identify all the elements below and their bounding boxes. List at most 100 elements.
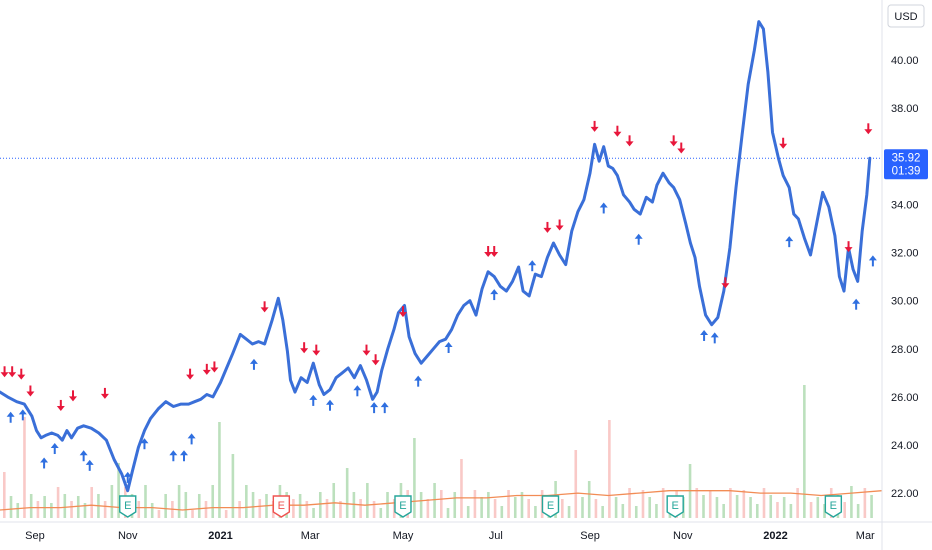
volume-bar: [218, 422, 221, 518]
y-tick-label: 30.00: [891, 296, 919, 308]
volume-bar: [708, 490, 712, 518]
sell-arrow-head: [371, 360, 380, 366]
volume-bar: [16, 503, 20, 518]
volume-bar: [312, 508, 315, 518]
buy-marker: [852, 298, 861, 310]
volume-bar: [500, 506, 504, 518]
sell-arrow-head: [543, 227, 552, 233]
sell-marker: [398, 306, 407, 318]
sell-arrow-head: [186, 374, 195, 380]
sell-arrow-head: [26, 391, 35, 397]
x-tick-label: Sep: [25, 530, 45, 542]
volume-bar: [211, 485, 215, 518]
volume-bar: [231, 454, 235, 518]
volume-bar: [392, 499, 396, 518]
buy-arrow-head: [325, 399, 334, 405]
volume-bar: [150, 503, 154, 518]
y-axis[interactable]: 22.0024.0026.0028.0030.0032.0034.0036.00…: [891, 55, 919, 500]
last-price-tag: 35.92 01:39: [884, 149, 928, 180]
currency-badge[interactable]: USD: [887, 4, 925, 28]
volume-bar: [110, 485, 114, 518]
y-tick-label: 26.00: [891, 392, 919, 404]
volume-bar: [487, 492, 490, 518]
sell-marker: [490, 245, 499, 257]
buy-arrow-head: [634, 233, 643, 239]
volume-bar: [204, 501, 208, 518]
volume-bar: [76, 496, 80, 518]
sell-marker: [864, 123, 873, 135]
volume-bar: [345, 468, 349, 518]
earnings-marker[interactable]: E: [119, 495, 137, 518]
earnings-badge: [824, 495, 843, 518]
x-tick-label: Mar: [856, 530, 875, 542]
buy-arrow-head: [444, 341, 453, 347]
volume-bar: [843, 502, 846, 518]
x-axis[interactable]: Sep Nov 2021 Mar May Jul Sep Nov 2022 Mar: [25, 530, 875, 542]
volume-bar: [574, 450, 578, 518]
buy-arrow-head: [370, 402, 379, 408]
buy-arrow-head: [18, 409, 27, 415]
volume-bar: [715, 497, 719, 518]
earnings-badge: [272, 495, 291, 518]
volume-bar: [863, 488, 867, 518]
volume-bar: [184, 492, 188, 518]
volume-bar: [722, 504, 725, 518]
buy-arrow-head: [123, 471, 132, 477]
sell-marker: [543, 221, 552, 233]
volume-bar: [634, 506, 638, 518]
volume-bar: [648, 497, 652, 518]
sell-arrow-head: [17, 374, 26, 380]
volume-bar: [581, 497, 584, 518]
buy-arrow-head: [528, 260, 537, 266]
y-tick-label: 40.00: [891, 55, 919, 67]
sell-arrow-head: [100, 393, 109, 399]
volume-bar: [224, 510, 228, 518]
volume-bar: [379, 508, 383, 518]
earnings-marker[interactable]: E: [666, 495, 684, 518]
volume-bar: [661, 488, 665, 518]
sell-marker: [260, 301, 269, 313]
volume-bar: [157, 510, 161, 518]
volume-bar: [561, 499, 564, 518]
buy-marker: [18, 409, 27, 421]
volume-bar: [23, 417, 26, 518]
volume-bar: [298, 494, 302, 518]
volume-bar: [305, 501, 309, 518]
volume-bar: [789, 504, 793, 518]
earnings-marker[interactable]: E: [272, 495, 291, 518]
buy-marker: [6, 411, 15, 423]
sell-marker: [300, 342, 309, 354]
volume-bar: [762, 488, 766, 518]
volume-bar: [480, 497, 483, 518]
volume-bar: [386, 492, 389, 518]
earnings-marker[interactable]: E: [394, 495, 412, 518]
buy-marker: [528, 260, 537, 272]
volume-bar: [527, 499, 530, 518]
x-tick-label: Sep: [580, 530, 600, 542]
volume-bar: [90, 487, 93, 518]
buy-arrow-head: [414, 375, 423, 381]
buy-arrow-head: [140, 438, 149, 444]
volume-bar: [507, 490, 510, 518]
sell-marker: [26, 385, 35, 397]
volume-bar: [372, 501, 376, 518]
earnings-marker[interactable]: E: [824, 495, 843, 518]
buy-marker: [40, 457, 49, 469]
volume-bar: [850, 486, 853, 518]
sell-marker: [8, 366, 17, 378]
buy-marker: [370, 402, 379, 414]
volume-bar: [177, 485, 181, 518]
y-tick-label: 32.00: [891, 248, 919, 260]
volume-bar: [137, 501, 141, 518]
sell-arrow-head: [625, 141, 634, 147]
sell-marker: [779, 137, 788, 149]
last-price-countdown: 01:39: [892, 165, 921, 177]
sell-marker: [590, 120, 599, 132]
volume-bar: [695, 488, 699, 518]
sell-arrow-head: [68, 396, 77, 402]
sell-arrow-head: [300, 348, 309, 354]
earnings-marker[interactable]: E: [541, 495, 560, 518]
